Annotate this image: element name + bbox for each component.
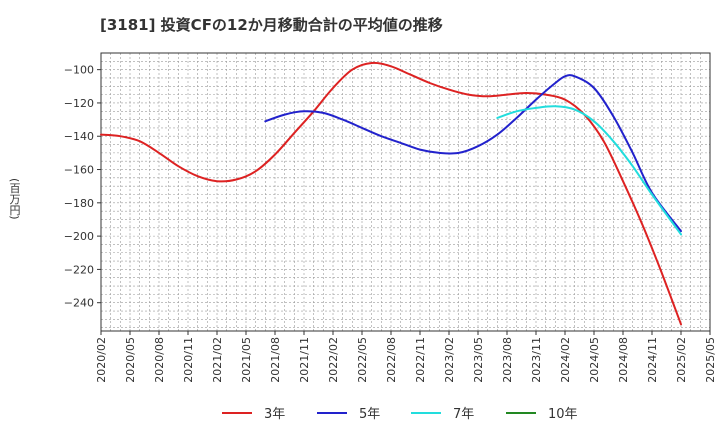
x-tick-label: 2021/05	[240, 337, 253, 383]
legend-label-1: 3年	[264, 407, 285, 422]
y-tick-label: −220	[64, 263, 94, 276]
plot-area	[101, 53, 710, 331]
x-tick-label: 2022/11	[414, 337, 427, 383]
y-tick-label: −200	[64, 230, 94, 243]
series-line-2	[264, 74, 682, 233]
x-tick-label: 2023/05	[472, 337, 485, 383]
y-tick-label: −120	[64, 97, 94, 110]
x-tick-label: 2020/02	[95, 337, 108, 383]
y-tick-label: −100	[64, 64, 94, 77]
x-tick-label: 2021/08	[269, 337, 282, 383]
y-tick-label: −140	[64, 130, 94, 143]
x-tick-label: 2022/05	[356, 337, 369, 383]
series-line-3	[496, 105, 682, 236]
y-tick-label: −160	[64, 164, 94, 177]
y-tick-label: −180	[64, 197, 94, 210]
x-tick-label: 2020/05	[124, 337, 137, 383]
chart-title: [3181] 投資CFの12か月移動合計の平均値の推移	[100, 16, 443, 34]
x-tick-label: 2020/11	[182, 337, 195, 383]
x-tick-label: 2024/05	[588, 337, 601, 383]
x-tick-label: 2023/11	[530, 337, 543, 383]
x-tick-label: 2021/11	[298, 337, 311, 383]
legend-label-3: 7年	[453, 407, 474, 422]
x-tick-label: 2025/02	[675, 337, 688, 383]
y-axis-label: (百万円)	[8, 178, 21, 220]
x-tick-label: 2023/02	[443, 337, 456, 383]
plot-border	[100, 52, 711, 332]
legend-label-2: 5年	[359, 407, 380, 422]
x-tick-label: 2024/02	[559, 337, 572, 383]
x-tick-label: 2023/08	[501, 337, 514, 383]
x-tick-label: 2024/11	[646, 337, 659, 383]
x-tick-label: 2022/08	[385, 337, 398, 383]
x-tick-label: 2022/02	[327, 337, 340, 383]
x-tick-label: 2025/05	[704, 337, 717, 383]
legend-label-4: 10年	[548, 407, 578, 422]
y-tick-label: −240	[64, 297, 94, 310]
x-tick-label: 2021/02	[211, 337, 224, 383]
x-tick-label: 2024/08	[617, 337, 630, 383]
x-tick-label: 2020/08	[153, 337, 166, 383]
